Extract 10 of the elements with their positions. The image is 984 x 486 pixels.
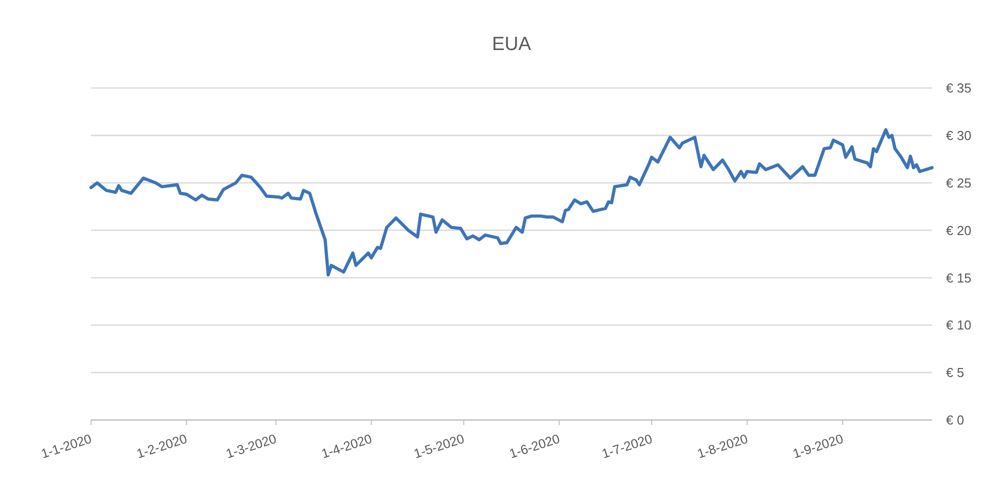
y-tick-label: € 20 [946,222,972,238]
y-tick-label: € 10 [946,318,972,333]
y-tick-label: € 30 [946,128,972,143]
y-tick-label: € 25 [946,175,972,190]
y-tick-label: € 35 [946,80,972,96]
y-tick-label: € 5 [946,365,964,380]
y-tick-label: € 15 [946,270,972,286]
chart-title: EUA [492,34,532,55]
y-tick-label: € 0 [946,412,964,428]
line-series [89,128,934,276]
